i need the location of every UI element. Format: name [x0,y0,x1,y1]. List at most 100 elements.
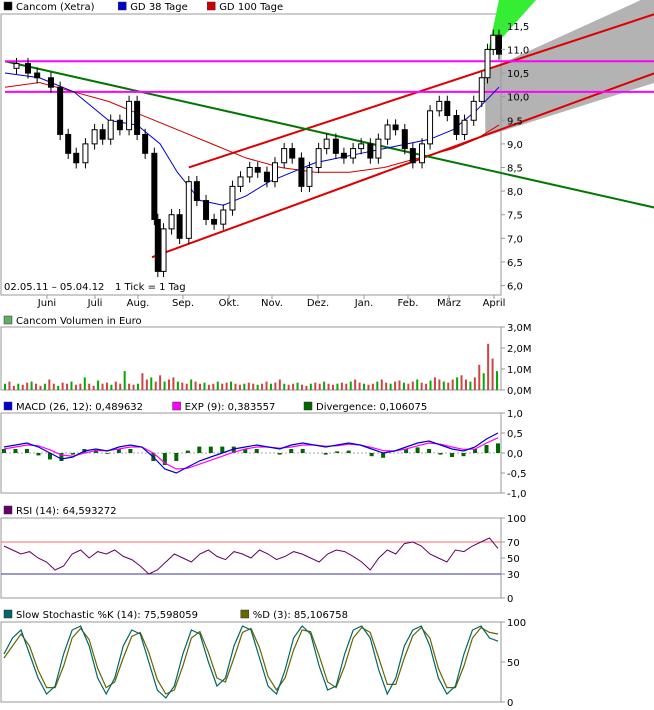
divergence-bar [277,453,282,455]
volume-bar [487,343,490,390]
candle-body [409,148,416,164]
volume-bar [256,384,259,390]
volume-bar [349,381,352,390]
volume-bar [163,381,166,390]
month-label: März [437,298,461,309]
volume-bar [136,383,139,390]
divergence-bar [427,449,432,453]
price-y-tick-label: 10,5 [507,69,529,80]
volume-bar [420,382,423,390]
candle-body [73,152,80,164]
volume-bar [389,383,392,390]
candle-body [436,100,443,112]
volume-bar [194,381,197,390]
volume-bar [105,382,108,390]
volume-bar [314,382,317,390]
volume-bar [97,380,100,390]
volume-bar [274,382,277,390]
volume-bar [261,383,264,390]
candle-body [185,181,192,239]
volume-bar [429,380,432,390]
candle-body [392,124,399,131]
volume-bar [57,385,60,390]
legend-swatch-gd100 [206,1,216,11]
candle-body [340,152,347,159]
month-label: Sep. [172,298,194,309]
volume-bar [309,383,312,390]
volume-bar [327,383,330,390]
volume-bar [12,385,15,390]
rsi-line [3,537,499,575]
candle-body [470,100,477,121]
volume-bar [460,375,463,390]
candle-body [444,100,451,117]
divergence-bar [323,453,328,455]
candle-body [246,166,253,178]
legend-swatch-stoch_k [3,609,13,619]
divergence-bar [369,453,374,457]
divergence-bar [208,446,213,453]
month-label: April [483,298,506,309]
legend-swatch-exp [172,401,181,411]
legend-label-gd100: GD 100 Tage [219,2,283,13]
candle-body [47,77,54,88]
candle-body [478,77,485,102]
volume-bar [247,382,250,390]
volume-bar [52,383,55,390]
candle-body [298,157,305,187]
y-tick-label: -0,5 [507,469,527,480]
volume-bar [292,383,295,390]
price-y-tick-label: 6,0 [507,282,523,293]
divergence-bar [70,453,75,455]
candle-body [211,218,218,225]
month-label: Aug. [127,298,150,309]
price-y-tick-label: 8,0 [507,187,523,198]
divergence-bar [231,446,236,453]
volume-bar [447,382,450,390]
volume-bar [150,377,153,390]
divergence-bar [24,449,29,453]
volume-bar [61,382,64,390]
volume-bar [225,382,228,390]
volume-bar [305,385,308,390]
volume-bars [4,343,498,390]
volume-bar [433,377,436,390]
legend-swatch-gd38 [117,1,127,11]
volume-bar [300,384,303,390]
volume-bar [473,377,476,390]
volume-bar [491,358,494,390]
candle-body [490,34,497,50]
candle-body [350,148,357,159]
volume-bar [411,381,414,390]
divergence-bar [93,449,98,453]
volume-bar [4,383,6,390]
volume-bar [43,383,46,390]
divergence-bar [243,449,248,453]
divergence-bar [300,449,305,453]
divergence-bar [185,450,190,453]
divergence-bar [174,453,179,461]
price-candles [13,29,502,278]
candle-body [57,86,64,135]
volume-bar [83,377,86,390]
price-y-tick-label: 9,5 [507,116,523,127]
volume-bar [39,385,42,390]
candle-body [461,119,468,135]
gd100-line [4,81,500,173]
volume-bar [119,383,122,390]
volume-bar [496,371,498,390]
candle-body [427,110,434,145]
volume-bar [176,381,179,390]
volume-bar [48,379,51,390]
volume-bar [185,383,188,390]
candle-body [13,63,20,69]
divergence-bar [220,446,225,453]
volume-bar [323,381,326,390]
y-tick-label: 50 [507,554,520,565]
divergence-bar [461,453,466,457]
candle-body [193,181,200,202]
breakout-projection-fill [487,0,536,55]
volume-bar [296,382,299,390]
legend-label-exp: EXP (9): 0,383557 [185,402,276,413]
volume-bar [238,384,241,390]
